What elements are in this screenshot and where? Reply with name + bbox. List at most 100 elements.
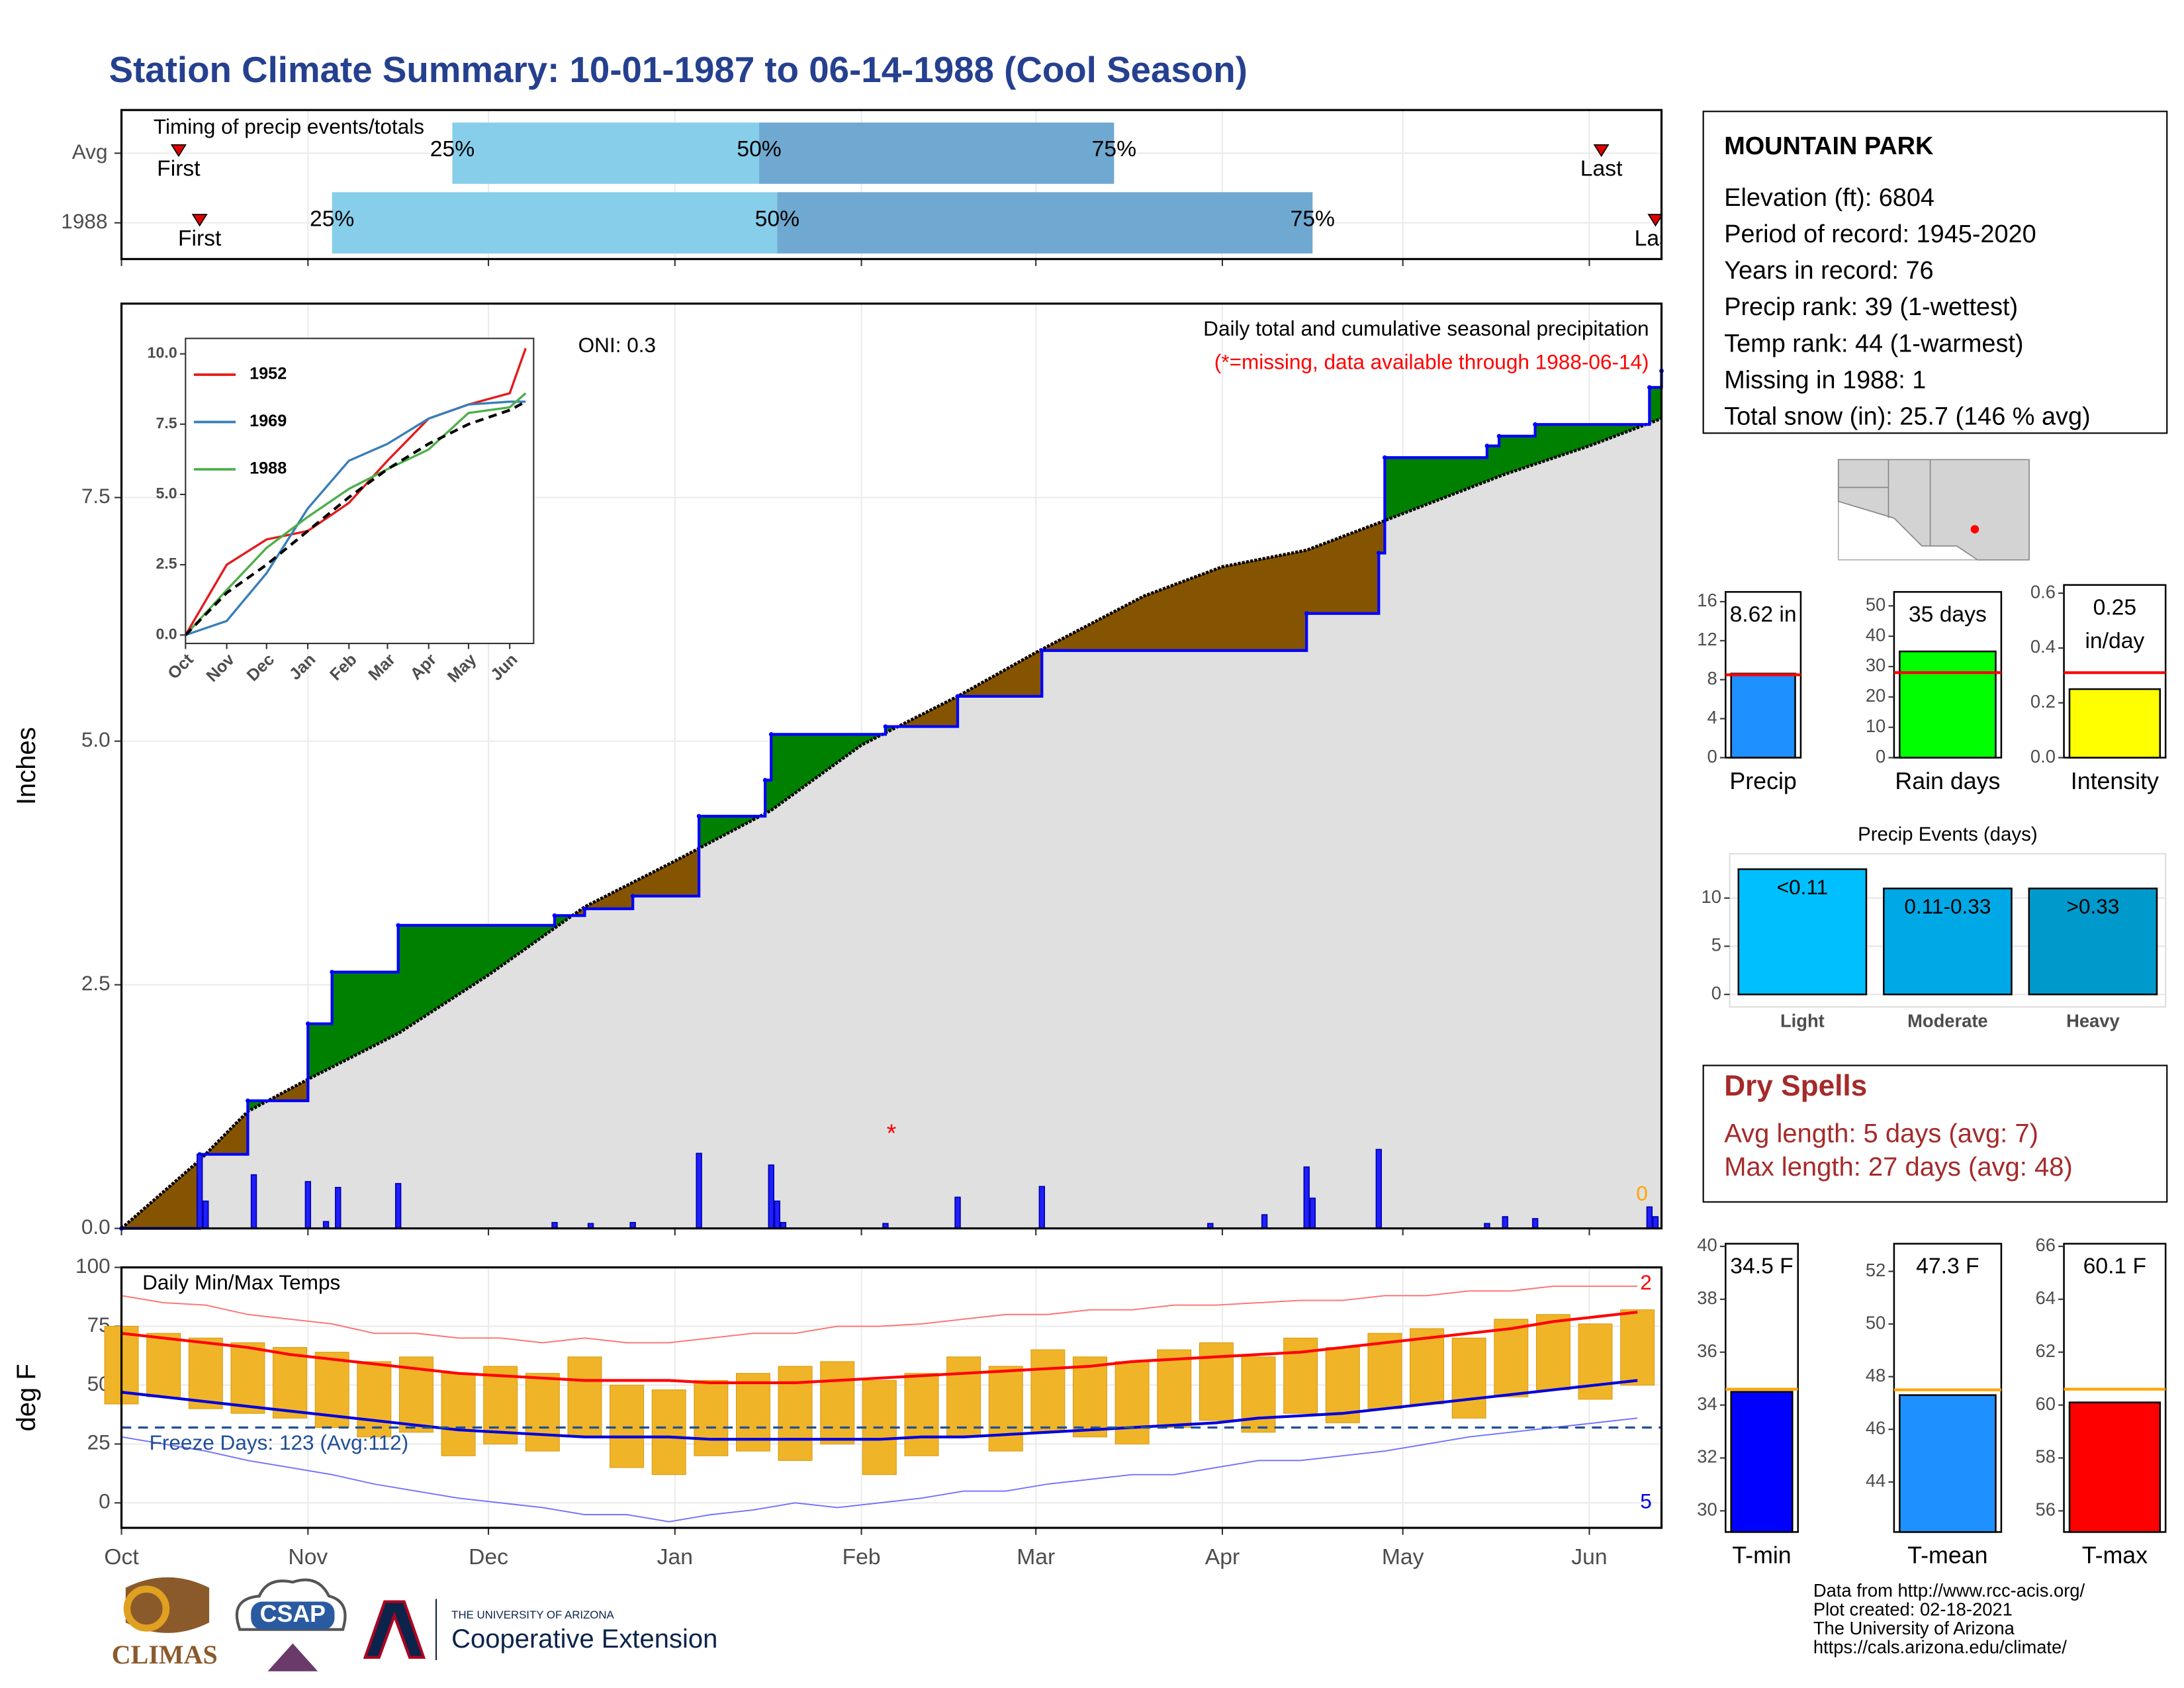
annotation: 2 [1640, 1270, 1652, 1294]
cumulative-point [1533, 422, 1538, 427]
annotation: Daily total and cumulative seasonal prec… [1203, 316, 1649, 340]
x-tick-label: Nov [288, 1545, 328, 1570]
daily-bar [304, 1181, 312, 1229]
bar-label: >0.33 [2066, 894, 2119, 918]
inset-line [185, 392, 527, 636]
x-tick-label: Jun [1571, 1545, 1607, 1570]
x-tick-label: Feb [842, 1545, 881, 1570]
quartile-bar [452, 122, 760, 184]
x-axis-label: Intensity [2071, 768, 2159, 794]
y-tick-label: 25 [87, 1430, 111, 1454]
temp-bar [146, 1333, 181, 1397]
station-line: Elevation (ft): 6804 [1724, 184, 1934, 212]
timing-marker [170, 144, 187, 158]
y-tick-label: 40 [1866, 624, 1886, 645]
cumulative-point [1304, 611, 1309, 616]
temp-bar [230, 1342, 265, 1414]
y-tick-label: 30 [1697, 1499, 1717, 1520]
temp-bar [1073, 1356, 1107, 1438]
y-tick-label: 5 [1711, 935, 1721, 955]
y-tick-label: 66 [2036, 1235, 2056, 1255]
temp-bar [1199, 1342, 1234, 1421]
cumulative-point [762, 778, 768, 782]
cumulative-point [582, 906, 587, 912]
timing-plot: 25% 50% 75% First Last 25% 50% 75% First Last Timi… [121, 110, 1662, 259]
temp-bar [567, 1356, 602, 1438]
temp-bar [904, 1373, 939, 1456]
quartile-bar [777, 192, 1313, 254]
logo-text: CLIMAS [112, 1640, 218, 1669]
y-tick-label: 4 [1707, 707, 1717, 727]
y-tick-label: 0.4 [2030, 636, 2056, 657]
plot-border [120, 303, 1663, 1230]
logo-text: Cooperative Extension [451, 1624, 717, 1654]
inset-line [185, 400, 526, 636]
station-line: Missing in 1988: 1 [1724, 366, 1926, 394]
quartile-label: 75% [1291, 207, 1335, 231]
y-tick-label: 56 [2036, 1499, 2056, 1520]
university-logo: THE UNIVERSITY OF ARIZONA Cooperative Ex… [363, 1599, 717, 1660]
y-tick-label: 34 [1697, 1393, 1717, 1414]
y-tick-label: 32 [1697, 1446, 1717, 1467]
value-unit: in/day [2085, 629, 2144, 653]
daily-bar [954, 1196, 961, 1229]
daily-bar [394, 1183, 402, 1229]
logo-text: THE UNIVERSITY OF ARIZONA [451, 1609, 614, 1621]
x-tick-label: Moderate [1907, 1011, 1988, 1031]
y-tick-label: 5.0 [156, 485, 177, 502]
y-tick-label: 10 [1702, 886, 1721, 907]
record-low-line [121, 1417, 1638, 1523]
dry-spells-line: Avg length: 5 days (avg: 7) [1724, 1119, 2038, 1148]
temp-bar [694, 1380, 729, 1456]
daily-bar [335, 1187, 341, 1229]
cumulative-point [1383, 455, 1387, 460]
y-tick-label: 64 [2036, 1288, 2056, 1308]
quartile-label: 50% [755, 207, 799, 231]
summary-bar [1730, 673, 1796, 759]
quartile-label: 25% [430, 137, 475, 162]
avg-min-line [121, 1379, 1638, 1441]
daily-bar [1038, 1186, 1045, 1229]
marker-label: First [178, 226, 222, 251]
value-label: 8.62 in [1730, 602, 1797, 627]
cumulative-point [330, 970, 335, 974]
y-tick-label: 0.6 [2030, 581, 2056, 602]
y-tick-label: 40 [1697, 1235, 1717, 1255]
event-bar [1883, 887, 2013, 996]
temp-bar [1283, 1337, 1318, 1414]
cumulative-point [246, 1098, 250, 1103]
y-axis-label: deg F [12, 1364, 41, 1431]
y-tick-label: 0 [1707, 746, 1717, 767]
summary-bar [2068, 688, 2161, 759]
marker-label: Last [1580, 157, 1623, 181]
y-tick-label: 58 [2036, 1446, 2056, 1467]
temp-bar [1494, 1319, 1529, 1397]
timing-marker [191, 214, 208, 227]
timing-title: Timing of precip events/totals [154, 115, 424, 138]
temp-bar [1367, 1333, 1402, 1409]
station-line: Period of record: 1945-2020 [1724, 220, 2036, 248]
marker-label: First [157, 157, 201, 181]
y-tick-label: 62 [2036, 1340, 2056, 1361]
x-tick-label: Apr [1205, 1545, 1240, 1570]
page-title: Station Climate Summary: 10-01-1987 to 0… [109, 49, 1248, 90]
record-high-line [121, 1286, 1638, 1344]
temp-bar [988, 1366, 1023, 1452]
temp-bar [1325, 1347, 1360, 1423]
y-tick-label: 50 [1866, 1312, 1886, 1333]
y-tick-label: 16 [1697, 590, 1717, 610]
event-bar [2028, 887, 2158, 996]
quartile-bar [759, 122, 1115, 184]
y-tick-label: 0 [99, 1489, 111, 1513]
cumulative-point [396, 923, 401, 928]
missing-marker: * [887, 1120, 897, 1148]
y-tick-label: 7.5 [81, 484, 111, 508]
inset-border [185, 338, 535, 645]
inset-line [184, 400, 527, 636]
daily-bar [1502, 1216, 1508, 1229]
summary-bar [1899, 1394, 1997, 1533]
y-tick-label: 8 [1707, 668, 1717, 688]
cumulative-point [1647, 385, 1652, 390]
x-tick-label: Dec [469, 1545, 508, 1570]
